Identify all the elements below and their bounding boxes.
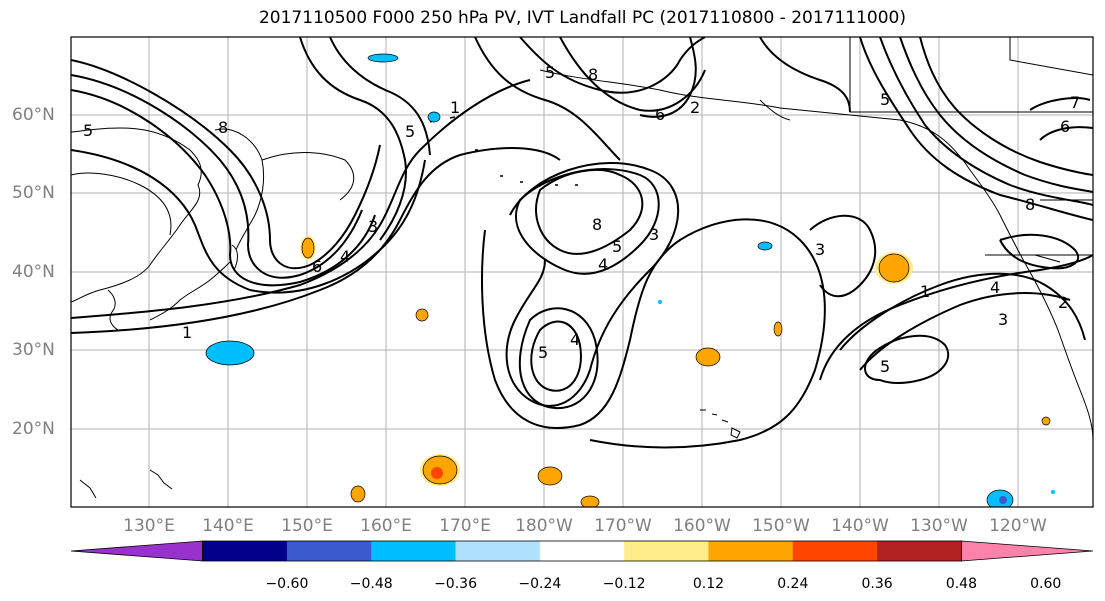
colorbar-tick-label: 0.60: [1030, 576, 1061, 592]
contour-label: 3: [998, 310, 1008, 329]
colorbar-frame: [202, 540, 962, 562]
lon-label: 130°E: [123, 516, 175, 536]
contour-label: 1: [182, 323, 192, 342]
lon-label: 150°E: [281, 516, 333, 536]
contour-label: 6: [312, 257, 322, 276]
contour-label: 6: [655, 105, 665, 124]
contour-label: 2: [690, 98, 700, 117]
lon-label: 140°E: [202, 516, 254, 536]
colorbar-segment: [202, 541, 288, 561]
map-title: 2017110500 F000 250 hPa PV, IVT Landfall…: [258, 8, 906, 28]
lat-label: 60°N: [12, 105, 55, 125]
contour-label: 3: [368, 217, 378, 236]
colorbar: [70, 540, 1094, 562]
lon-label: 120°W: [989, 516, 1047, 536]
lon-label: 160°W: [673, 516, 731, 536]
lon-label: 170°E: [439, 516, 491, 536]
contour-label: 8: [592, 215, 602, 234]
lat-label: 40°N: [12, 262, 55, 282]
lat-label: 30°N: [12, 340, 55, 360]
colorbar-tick-label: −0.12: [603, 576, 646, 592]
lon-label: 140°W: [831, 516, 889, 536]
contour-label: 8: [588, 65, 598, 84]
colorbar-segment: [286, 541, 372, 561]
colorbar-tick-label: 0.36: [862, 576, 893, 592]
colorbar-segment: [624, 541, 709, 561]
contour-label: 5: [612, 237, 622, 256]
contour-label: 2: [1058, 293, 1068, 312]
contour-label: 4: [598, 255, 608, 274]
colorbar-segment: [708, 541, 794, 561]
contour-label: 4: [340, 247, 350, 266]
contour-label: 4: [570, 330, 580, 349]
lon-label: 160°E: [360, 516, 412, 536]
contour-label: 5: [83, 121, 93, 140]
colorbar-tick-label: 0.12: [693, 576, 724, 592]
contour-label: 3: [815, 240, 825, 259]
lon-label: 150°W: [752, 516, 810, 536]
colorbar-segment: [70, 540, 204, 562]
colorbar-tick-label: −0.24: [518, 576, 561, 592]
colorbar-tick-label: −0.36: [434, 576, 477, 592]
colorbar-tick-label: −0.48: [350, 576, 393, 592]
contour-label: 1: [920, 282, 930, 301]
colorbar-segment: [455, 541, 541, 561]
colorbar-tick-label: 0.24: [777, 576, 808, 592]
colorbar-tick-label: 0.48: [946, 576, 977, 592]
contour-label: 4: [990, 278, 1000, 297]
longitude-labels: 130°E 140°E 150°E 160°E 170°E 180°W 170°…: [123, 516, 1047, 536]
lat-label: 50°N: [12, 183, 55, 203]
plot-frame: [70, 36, 1094, 508]
colorbar-segment: [371, 541, 457, 561]
coastlines: [71, 37, 1093, 499]
contour-label: 7: [1070, 93, 1080, 112]
contour-labels: 1 1 1 2 2 3 3 3 3 4 4 4 4 5 5 5 5 5 5 5 …: [83, 63, 1080, 376]
contour-label: 5: [880, 357, 890, 376]
contour-label: 8: [1025, 195, 1035, 214]
contour-label: 5: [545, 63, 555, 82]
colorbar-segment: [539, 541, 625, 561]
anomaly-shading: [205, 53, 1055, 507]
contour-label: 6: [1060, 117, 1070, 136]
colorbar-segment: [961, 540, 1094, 562]
lon-label: 130°W: [910, 516, 968, 536]
colorbar-segment: [877, 541, 962, 561]
colorbar-tick-label: −0.60: [265, 576, 308, 592]
contour-label: 8: [218, 118, 228, 137]
contour-label: 5: [538, 343, 548, 362]
lon-label: 170°W: [594, 516, 652, 536]
contour-label: 3: [649, 225, 659, 244]
contour-label: 1: [450, 98, 460, 117]
latitude-labels: 60°N 50°N 40°N 30°N 20°N: [12, 105, 55, 439]
contour-label: 5: [880, 90, 890, 109]
colorbar-labels: −0.60 −0.48 −0.36 −0.24 −0.12 0.12 0.24 …: [265, 576, 1061, 592]
colorbar-segment: [792, 541, 878, 561]
lon-label: 180°W: [515, 516, 573, 536]
contour-label: 5: [405, 122, 415, 141]
lat-label: 20°N: [12, 419, 55, 439]
pv-contours: [71, 37, 1093, 449]
